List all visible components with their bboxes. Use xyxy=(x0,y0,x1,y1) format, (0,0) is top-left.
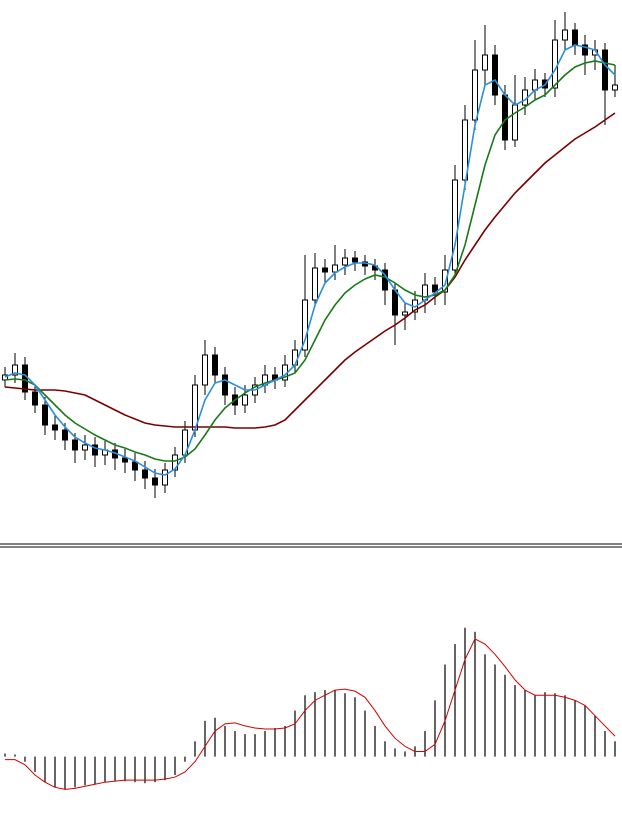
moving-average xyxy=(4,112,616,429)
candle-body xyxy=(572,29,578,46)
candle-body xyxy=(322,267,328,273)
candle-body xyxy=(462,119,468,181)
candle-body xyxy=(512,104,518,141)
candle-body xyxy=(72,439,78,451)
candle-body xyxy=(12,364,18,376)
candle-body xyxy=(222,374,228,396)
candle-body xyxy=(132,461,138,471)
candle-body xyxy=(472,69,478,121)
candle-body xyxy=(502,94,508,141)
candle-body xyxy=(612,84,618,91)
candle-body xyxy=(92,444,98,456)
candle-body xyxy=(562,29,568,41)
candle-body xyxy=(442,269,448,293)
candle-body xyxy=(342,257,348,266)
candle-body xyxy=(162,469,168,486)
candle-body xyxy=(482,54,488,71)
candle-body xyxy=(202,354,208,386)
candle-body xyxy=(242,394,248,406)
candle-body xyxy=(32,391,38,406)
candle-body xyxy=(212,354,218,376)
candle-body xyxy=(352,257,358,263)
moving-average xyxy=(4,60,616,462)
candle-body xyxy=(172,454,178,471)
candle-body xyxy=(62,429,68,441)
candle-body xyxy=(392,289,398,316)
candle-body xyxy=(22,364,28,393)
candle-body xyxy=(602,49,608,91)
candle-body xyxy=(452,179,458,271)
candle-body xyxy=(332,264,338,273)
candle-body xyxy=(552,39,558,89)
candle-body xyxy=(402,311,408,316)
candle-body xyxy=(582,44,588,56)
candle-body xyxy=(312,267,318,301)
candle-body xyxy=(122,457,128,463)
candle-body xyxy=(82,444,88,451)
candle-body xyxy=(302,299,308,351)
candle-body xyxy=(142,469,148,479)
candle-body xyxy=(42,404,48,426)
candle-body xyxy=(152,477,158,486)
candle-body xyxy=(52,424,58,431)
moving-average xyxy=(4,44,616,476)
signal-line xyxy=(5,638,616,790)
candle-body xyxy=(492,54,498,96)
